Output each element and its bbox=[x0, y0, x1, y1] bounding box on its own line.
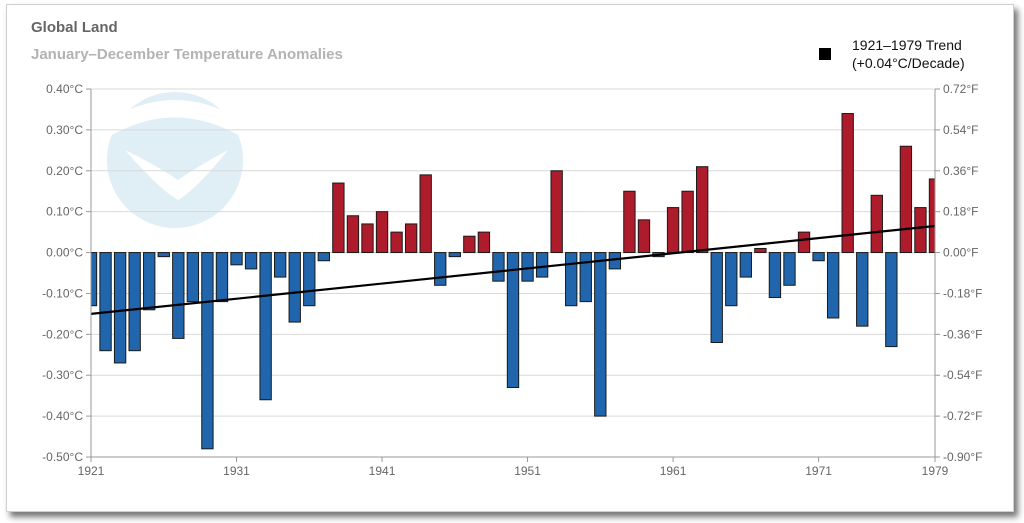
bar bbox=[273, 252, 287, 278]
y2-tick-label: -0.36°F bbox=[943, 327, 982, 341]
bar bbox=[303, 252, 316, 307]
y2-tick-label: -0.54°F bbox=[943, 368, 982, 382]
bar bbox=[914, 207, 927, 254]
bar bbox=[434, 252, 447, 286]
bar bbox=[754, 247, 767, 254]
bar bbox=[768, 252, 782, 299]
bar bbox=[99, 252, 112, 352]
x-tick-label: 1961 bbox=[660, 464, 687, 478]
y-tick-label: 0.20°C bbox=[46, 164, 83, 178]
bar bbox=[535, 252, 549, 278]
bar bbox=[710, 252, 723, 344]
bar bbox=[186, 252, 200, 303]
y2-tick-label: 0.72°F bbox=[943, 82, 978, 96]
bar bbox=[870, 194, 883, 254]
bar bbox=[463, 235, 476, 254]
bar bbox=[259, 252, 272, 401]
y-tick-label: -0.10°C bbox=[42, 286, 83, 300]
bar bbox=[317, 252, 331, 262]
bar bbox=[666, 207, 680, 254]
bar bbox=[797, 231, 811, 254]
bar bbox=[346, 215, 360, 254]
bar bbox=[594, 252, 607, 417]
bar bbox=[172, 252, 185, 339]
bar bbox=[90, 252, 98, 307]
bar bbox=[812, 252, 825, 262]
y2-tick-label: 0.54°F bbox=[943, 123, 978, 137]
x-tick-label: 1941 bbox=[369, 464, 396, 478]
bar bbox=[404, 223, 418, 254]
y-tick-label: -0.40°C bbox=[42, 409, 83, 423]
bar bbox=[565, 252, 578, 307]
legend-sublabel: (+0.04°C/Decade) bbox=[852, 55, 965, 71]
x-tick-label: 1921 bbox=[78, 464, 105, 478]
y-tick-label: -0.20°C bbox=[42, 327, 83, 341]
bar bbox=[375, 211, 389, 254]
bar bbox=[215, 252, 229, 303]
bar bbox=[157, 252, 170, 258]
y2-tick-label: -0.72°F bbox=[943, 409, 982, 423]
trend-line bbox=[90, 224, 936, 315]
bar bbox=[681, 190, 694, 254]
bar bbox=[361, 223, 374, 254]
bar bbox=[856, 252, 869, 327]
y-tick-label: 0.40°C bbox=[46, 82, 83, 96]
x-tick-label: 1971 bbox=[805, 464, 832, 478]
bar bbox=[928, 178, 936, 254]
y-tick-label: 0.10°C bbox=[46, 205, 83, 219]
watermark-text: NOAA bbox=[149, 117, 202, 137]
bar bbox=[623, 190, 636, 254]
noaa-logo-icon: NOAA bbox=[107, 92, 243, 228]
bar bbox=[492, 252, 505, 282]
bar bbox=[521, 252, 534, 282]
bar bbox=[113, 252, 127, 364]
legend-swatch bbox=[819, 48, 831, 60]
bar bbox=[695, 166, 709, 254]
bar bbox=[419, 174, 432, 254]
bar bbox=[506, 252, 520, 388]
bar bbox=[448, 252, 461, 258]
bar bbox=[739, 252, 753, 278]
chart-subtitle: January–December Temperature Anomalies bbox=[31, 46, 343, 63]
y2-tick-label: 0.00°F bbox=[943, 246, 978, 260]
bar bbox=[841, 113, 854, 254]
y-tick-label: 0.30°C bbox=[46, 123, 83, 137]
x-tick-label: 1979 bbox=[922, 464, 949, 478]
bar bbox=[899, 145, 913, 254]
y2-tick-label: -0.90°F bbox=[943, 450, 982, 464]
bar bbox=[579, 252, 592, 303]
bar bbox=[143, 252, 156, 311]
bar bbox=[288, 252, 301, 323]
legend-label: 1921–1979 Trend bbox=[852, 37, 962, 53]
y2-tick-label: 0.36°F bbox=[943, 164, 978, 178]
bar bbox=[725, 252, 738, 307]
x-tick-label: 1931 bbox=[223, 464, 250, 478]
y2-tick-label: -0.18°F bbox=[943, 286, 982, 300]
bar bbox=[637, 219, 651, 254]
bar bbox=[390, 231, 403, 254]
bar bbox=[230, 252, 243, 266]
bar bbox=[244, 252, 258, 270]
bar bbox=[332, 182, 345, 254]
bar bbox=[826, 252, 840, 319]
bar bbox=[550, 170, 563, 254]
y-tick-label: 0.00°C bbox=[46, 246, 83, 260]
y-tick-label: -0.30°C bbox=[42, 368, 83, 382]
bar bbox=[201, 252, 214, 450]
x-tick-label: 1951 bbox=[514, 464, 541, 478]
y-tick-label: -0.50°C bbox=[42, 450, 83, 464]
bar bbox=[128, 252, 141, 352]
chart-title: Global Land bbox=[31, 19, 118, 36]
y2-tick-label: 0.18°F bbox=[943, 205, 978, 219]
bar bbox=[477, 231, 491, 254]
bar bbox=[885, 252, 898, 348]
bar bbox=[783, 252, 796, 286]
